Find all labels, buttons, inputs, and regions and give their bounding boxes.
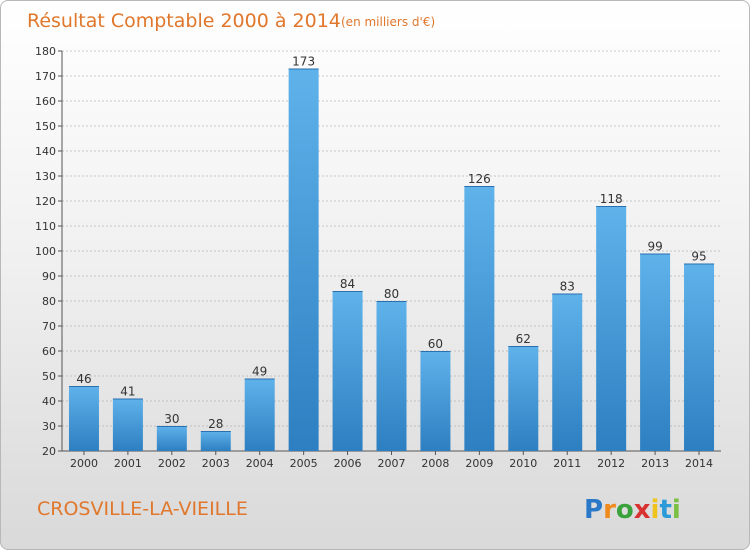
value-label-2006: 84 <box>340 277 355 291</box>
value-label-2011: 83 <box>560 280 575 294</box>
x-tick-label-2006: 2006 <box>334 457 362 470</box>
y-tick-label: 20 <box>42 445 56 458</box>
value-label-2009: 126 <box>468 172 491 186</box>
x-tick-label-2002: 2002 <box>158 457 186 470</box>
logo-letter: t <box>659 495 671 525</box>
y-tick-label: 90 <box>42 270 56 283</box>
logo-letter: o <box>616 495 634 525</box>
y-tick-label: 110 <box>35 220 56 233</box>
y-tick-label: 180 <box>35 45 56 58</box>
y-tick-label: 150 <box>35 120 56 133</box>
chart-title: Résultat Comptable 2000 à 2014 <box>27 10 341 32</box>
y-tick-label: 50 <box>42 370 56 383</box>
logo-letter: r <box>603 495 616 525</box>
y-tick-label: 100 <box>35 245 56 258</box>
y-tick-label: 40 <box>42 395 56 408</box>
value-label-2013: 99 <box>647 240 662 254</box>
bar-2013 <box>640 253 671 451</box>
bar-2000 <box>68 386 99 451</box>
value-label-2010: 62 <box>516 332 531 346</box>
bar-2003 <box>200 431 231 451</box>
x-tick-label-2001: 2001 <box>114 457 142 470</box>
x-tick-label-2003: 2003 <box>202 457 230 470</box>
value-label-2004: 49 <box>252 365 267 379</box>
value-label-2000: 46 <box>76 372 91 386</box>
y-tick-labels: 20 30 40 50 60 70 80 90 100 110 120 130 140 150 160 170… <box>35 45 62 458</box>
bar-2005 <box>288 68 319 451</box>
logo-letter: P <box>584 495 603 525</box>
y-tick-label: 60 <box>42 345 56 358</box>
value-label-2007: 80 <box>384 287 399 301</box>
bars <box>68 68 715 451</box>
value-label-2002: 30 <box>164 412 179 426</box>
bar-2010 <box>508 346 539 451</box>
value-label-2001: 41 <box>120 385 135 399</box>
y-tick-label: 160 <box>35 95 56 108</box>
bar-2002 <box>156 426 187 451</box>
value-label-2005: 173 <box>292 55 315 69</box>
y-tick-label: 130 <box>35 170 56 183</box>
bar-2012 <box>596 206 627 451</box>
value-labels: 46 41 30 28 49 173 84 80 60 126 62 83 118 99 95 <box>76 55 706 432</box>
x-tick-label-2012: 2012 <box>597 457 625 470</box>
x-tick-label-2009: 2009 <box>465 457 493 470</box>
bar-2011 <box>552 293 583 451</box>
x-tick-label-2007: 2007 <box>378 457 406 470</box>
value-label-2014: 95 <box>691 250 706 264</box>
x-tick-labels: 2000 2001 2002 2003 2004 2005 2006 2007 2008 2009… <box>70 451 713 470</box>
bar-2006 <box>332 291 363 451</box>
bar-2014 <box>684 263 715 451</box>
bar-2001 <box>112 398 143 451</box>
bar-2008 <box>420 351 451 451</box>
proxiti-logo: Proxiti <box>584 495 681 525</box>
chart-subtitle: (en milliers d'€) <box>341 15 435 29</box>
x-tick-label-2011: 2011 <box>553 457 581 470</box>
y-tick-label: 30 <box>42 420 56 433</box>
bar-2007 <box>376 301 407 451</box>
x-tick-label-2013: 2013 <box>641 457 669 470</box>
y-tick-label: 70 <box>42 320 56 333</box>
commune-name: CROSVILLE-LA-VIEILLE <box>37 498 248 520</box>
logo-text: Proxiti <box>584 495 681 525</box>
bar-2009 <box>464 186 495 451</box>
logo-letter: x <box>634 495 651 525</box>
x-tick-label-2004: 2004 <box>246 457 274 470</box>
logo-letter: i <box>672 495 681 525</box>
value-label-2003: 28 <box>208 417 223 431</box>
x-tick-label-2010: 2010 <box>509 457 537 470</box>
y-tick-label: 80 <box>42 295 56 308</box>
y-tick-label: 140 <box>35 145 56 158</box>
y-tick-label: 120 <box>35 195 56 208</box>
x-tick-label-2014: 2014 <box>685 457 713 470</box>
y-tick-label: 170 <box>35 70 56 83</box>
value-label-2012: 118 <box>600 192 623 206</box>
x-tick-label-2000: 2000 <box>70 457 98 470</box>
value-label-2008: 60 <box>428 337 443 351</box>
x-tick-label-2008: 2008 <box>421 457 449 470</box>
bar-2004 <box>244 378 275 451</box>
logo-letter: i <box>651 495 660 525</box>
x-tick-label-2005: 2005 <box>290 457 318 470</box>
